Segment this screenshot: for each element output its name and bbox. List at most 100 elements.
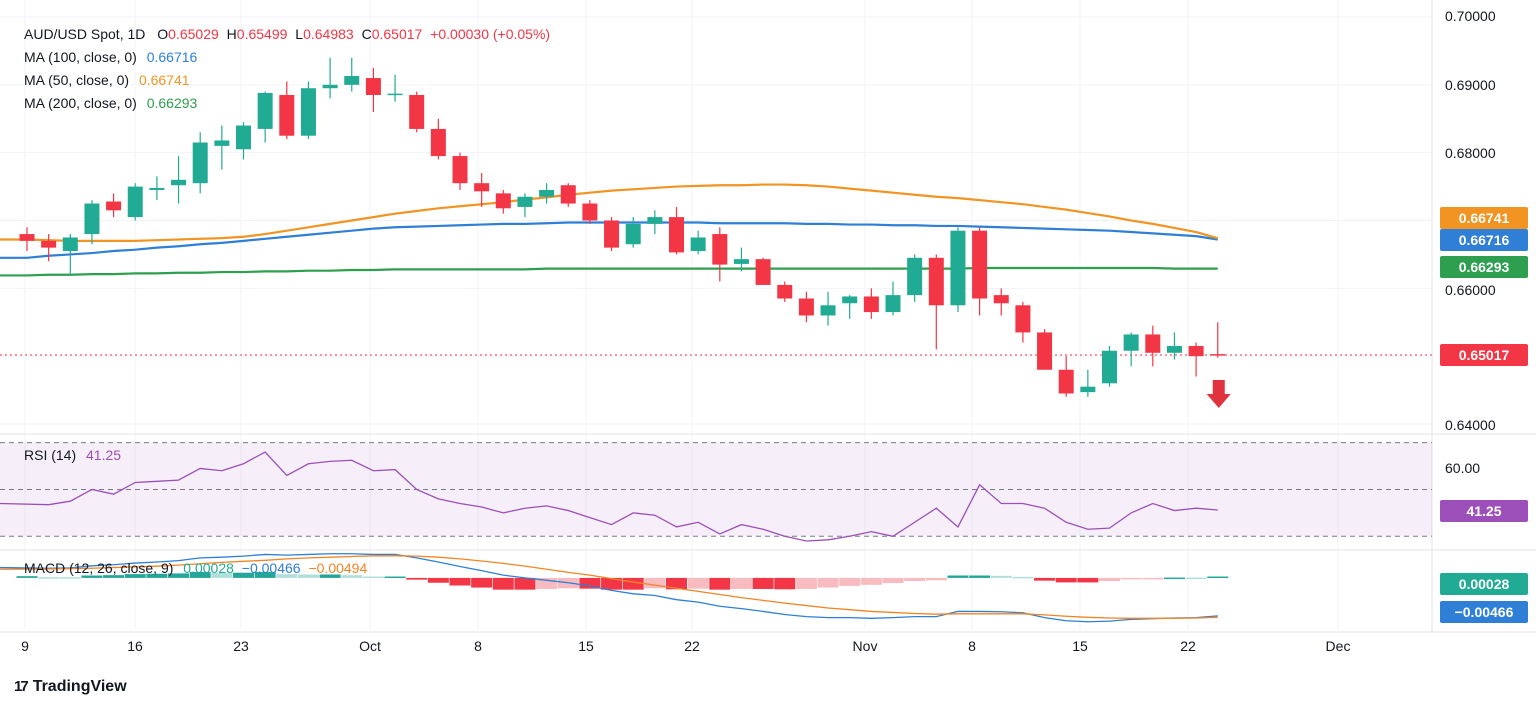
macd-histogram-bar xyxy=(189,572,211,578)
candle-body xyxy=(1037,332,1053,370)
open-value: 0.65029 xyxy=(168,26,219,42)
candle-body xyxy=(365,78,381,96)
macd-histogram-bar xyxy=(233,572,254,578)
y-tick-label: 0.70000 xyxy=(1445,8,1496,24)
ma100-legend[interactable]: MA (100, close, 0) 0.66716 xyxy=(24,48,197,66)
symbol-title[interactable]: AUD/USD Spot, 1D xyxy=(24,26,146,42)
candle-body xyxy=(171,179,187,186)
candle-body xyxy=(322,84,338,89)
macd-tag: 0.00028 xyxy=(1440,573,1528,595)
candle-body xyxy=(1015,305,1031,333)
ma50-label: MA (50, close, 0) xyxy=(24,72,130,88)
y-tick-label: 0.69000 xyxy=(1445,77,1496,93)
macd-label: MACD (12, 26, close, 9) xyxy=(24,560,174,576)
candle-body xyxy=(387,93,403,96)
macd-histogram-bar xyxy=(601,577,623,590)
macd-histogram-bar xyxy=(492,577,514,590)
macd-histogram-bar xyxy=(882,577,904,584)
macd-histogram-bar xyxy=(860,577,882,585)
down-arrow-icon xyxy=(1206,380,1231,408)
ma100-price-tag: 0.66716 xyxy=(1440,229,1528,251)
candle-body xyxy=(1123,334,1139,351)
candle-body xyxy=(950,230,966,306)
y-tick-label: 0.68000 xyxy=(1445,145,1496,161)
candle-body xyxy=(690,237,706,252)
signal-value: −0.00466 xyxy=(241,560,301,576)
rsi-legend[interactable]: RSI (14) 41.25 xyxy=(24,446,121,464)
ma50-legend[interactable]: MA (50, close, 0) 0.66741 xyxy=(24,71,190,89)
ma200-legend[interactable]: MA (200, close, 0) 0.66293 xyxy=(24,94,197,112)
macd-legend[interactable]: MACD (12, 26, close, 9) 0.00028 −0.00466… xyxy=(24,559,367,577)
x-tick-label: 23 xyxy=(233,638,249,654)
candle-body xyxy=(798,298,814,316)
tradingview-logo[interactable]: 17 TradingView xyxy=(14,678,127,695)
candle-body xyxy=(993,295,1009,304)
close-value: 0.65017 xyxy=(371,26,423,42)
macd-histogram-bar xyxy=(427,577,449,583)
low-value: 0.64983 xyxy=(303,26,354,42)
candle-body xyxy=(236,125,251,150)
macd-histogram-bar xyxy=(774,577,796,590)
macd-histogram-bar xyxy=(1142,577,1164,580)
macd-histogram-bar xyxy=(687,577,709,589)
x-tick-label: Nov xyxy=(852,638,878,654)
candle-body xyxy=(300,88,316,136)
macd-histogram-bar xyxy=(168,573,190,578)
macd-histogram-bar xyxy=(1099,577,1120,582)
x-tick-label: 16 xyxy=(127,638,143,654)
candle-body xyxy=(907,257,923,296)
x-tick-label: Oct xyxy=(359,638,381,654)
x-tick-label: 8 xyxy=(968,638,976,654)
macd-histogram-bar xyxy=(1120,577,1142,580)
macd-histogram-bar xyxy=(514,577,536,590)
candle-body xyxy=(539,189,555,197)
candle-body xyxy=(1080,386,1096,393)
macd-histogram-bar xyxy=(839,577,861,586)
x-tick-label: 22 xyxy=(1180,638,1196,654)
x-tick-label: 9 xyxy=(21,638,29,654)
last-price-tag: 0.65017 xyxy=(1440,344,1528,366)
x-tick-label: 8 xyxy=(474,638,482,654)
macd-histogram-bar xyxy=(254,572,276,578)
macd-histogram-bar xyxy=(969,575,991,578)
x-tick-label: 15 xyxy=(1072,638,1088,654)
rsi-axis-label: 60.00 xyxy=(1445,460,1481,476)
change-value: +0.00030 (+0.05%) xyxy=(430,26,551,42)
candle-body xyxy=(1188,345,1204,357)
macd-histogram-bar xyxy=(319,574,341,578)
macd-histogram-bar xyxy=(990,575,1012,578)
macd-histogram-bar xyxy=(406,577,428,580)
macd-histogram-bar xyxy=(536,577,558,589)
y-tick-label: 0.66000 xyxy=(1445,282,1496,298)
macd-histogram-bar xyxy=(817,577,839,588)
candle-body xyxy=(582,203,598,221)
macd-histogram-bar xyxy=(752,577,774,589)
macd-histogram-bar xyxy=(947,575,969,578)
macd-histogram-bar xyxy=(211,572,233,578)
candle-body xyxy=(1210,354,1226,356)
macd-histogram-bar xyxy=(666,577,687,590)
candle-body xyxy=(84,203,100,235)
y-tick-label: 0.64000 xyxy=(1445,417,1496,433)
macd-histogram-bar xyxy=(579,577,601,589)
macd-histogram-bar xyxy=(730,577,752,589)
macd-histogram-bar xyxy=(1077,577,1099,583)
hist-value: −0.00494 xyxy=(308,560,368,576)
macd-histogram-bar xyxy=(795,577,817,589)
candle-body xyxy=(1058,369,1074,394)
candle-body xyxy=(733,259,749,264)
candle-body xyxy=(1166,345,1182,353)
macd-histogram-bar xyxy=(16,576,38,578)
high-value: 0.65499 xyxy=(236,26,288,42)
macd-histogram-bar xyxy=(1185,577,1207,580)
rsi-tag: 41.25 xyxy=(1440,500,1528,522)
candle-body xyxy=(344,76,360,85)
macd-histogram-bar xyxy=(1012,576,1034,579)
x-tick-label: 22 xyxy=(684,638,700,654)
macd-histogram-bar xyxy=(297,574,319,578)
ma200-label: MA (200, close, 0) xyxy=(24,95,137,111)
ma100-label: MA (100, close, 0) xyxy=(24,49,137,65)
close-label: C xyxy=(361,26,372,42)
candle-body xyxy=(127,186,143,218)
